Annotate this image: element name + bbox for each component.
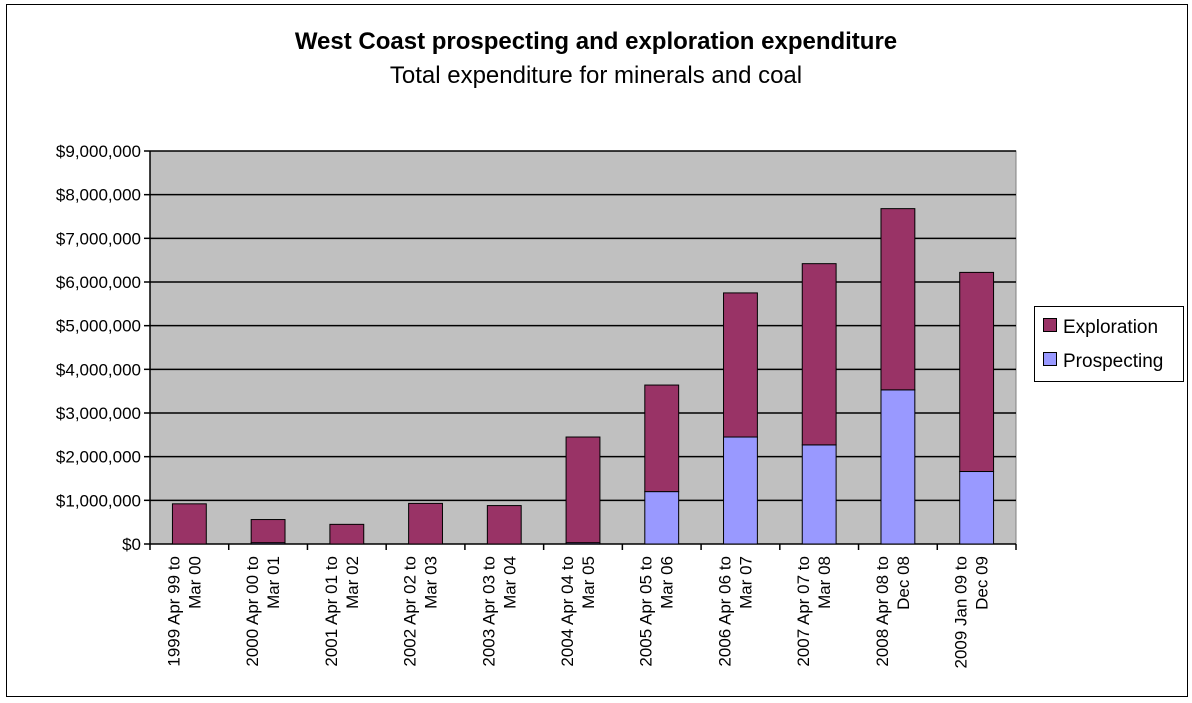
x-tick-label: 2008 Apr 08 to <box>873 556 892 667</box>
x-tick-label: 2002 Apr 02 to <box>401 556 420 667</box>
legend-item-prospecting: Prospecting <box>1043 351 1163 373</box>
bar-exploration <box>880 208 916 391</box>
chart-subtitle: Total expenditure for minerals and coal <box>389 62 803 89</box>
x-tick-label: 2001 Apr 01 to <box>322 556 341 667</box>
legend-label-prospecting: Prospecting <box>1063 351 1164 372</box>
y-tick-label: $6,000,000 <box>56 273 141 292</box>
y-tick-label: $9,000,000 <box>56 142 141 161</box>
x-tick-label: 2007 Apr 07 to <box>794 556 813 667</box>
y-tick-label: $4,000,000 <box>56 360 141 379</box>
bar-exploration <box>959 271 995 473</box>
x-tick-label: Mar 01 <box>264 556 283 609</box>
bar-prospecting <box>801 444 837 545</box>
x-tick-label: Dec 08 <box>894 556 913 610</box>
y-tick-label: $0 <box>122 535 141 554</box>
y-tick-label: $7,000,000 <box>56 229 141 248</box>
x-tick-label: Mar 00 <box>185 556 204 609</box>
x-tick-label: Mar 08 <box>815 556 834 609</box>
y-tick-label: $2,000,000 <box>56 448 141 467</box>
x-tick-label: Mar 07 <box>736 556 755 609</box>
x-tick-label: 2000 Apr 00 to <box>243 556 262 667</box>
legend-swatch-exploration <box>1043 318 1057 332</box>
y-tick-label: $1,000,000 <box>56 491 141 510</box>
bar-exploration <box>801 263 837 446</box>
bar-exploration <box>723 292 758 438</box>
chart-legend: Exploration Prospecting <box>1034 306 1184 382</box>
legend-swatch-prospecting <box>1043 352 1057 366</box>
x-tick-label: Mar 05 <box>579 556 598 609</box>
bar-prospecting <box>959 471 995 545</box>
x-tick-label: Dec 09 <box>973 556 992 610</box>
x-tick-label: 2003 Apr 03 to <box>479 556 498 667</box>
chart-title: West Coast prospecting and exploration e… <box>294 28 898 55</box>
x-tick-label: 2005 Apr 05 to <box>637 556 656 667</box>
bar-exploration <box>486 505 522 545</box>
x-tick-label: 2004 Apr 04 to <box>558 556 577 667</box>
legend-item-exploration: Exploration <box>1043 317 1158 339</box>
bar-exploration <box>250 519 286 544</box>
x-tick-label: Mar 06 <box>658 556 677 609</box>
x-tick-label: 1999 Apr 99 to <box>164 556 183 667</box>
legend-label-exploration: Exploration <box>1063 317 1159 338</box>
bar-prospecting <box>644 491 680 545</box>
bar-exploration <box>408 502 443 545</box>
bar-exploration <box>171 503 207 545</box>
y-tick-label: $8,000,000 <box>56 186 141 205</box>
x-tick-label: Mar 02 <box>343 556 362 609</box>
bar-exploration <box>329 523 365 545</box>
x-tick-label: 2009 Jan 09 to <box>952 556 971 668</box>
bar-prospecting <box>880 389 916 545</box>
bar-prospecting <box>723 436 758 545</box>
y-tick-label: $3,000,000 <box>56 404 141 423</box>
x-tick-label: 2006 Apr 06 to <box>715 556 734 667</box>
x-tick-label: Mar 04 <box>500 556 519 609</box>
y-tick-label: $5,000,000 <box>56 317 141 336</box>
x-tick-label: Mar 03 <box>422 556 441 609</box>
bar-exploration <box>644 384 680 493</box>
bar-exploration <box>565 436 601 544</box>
